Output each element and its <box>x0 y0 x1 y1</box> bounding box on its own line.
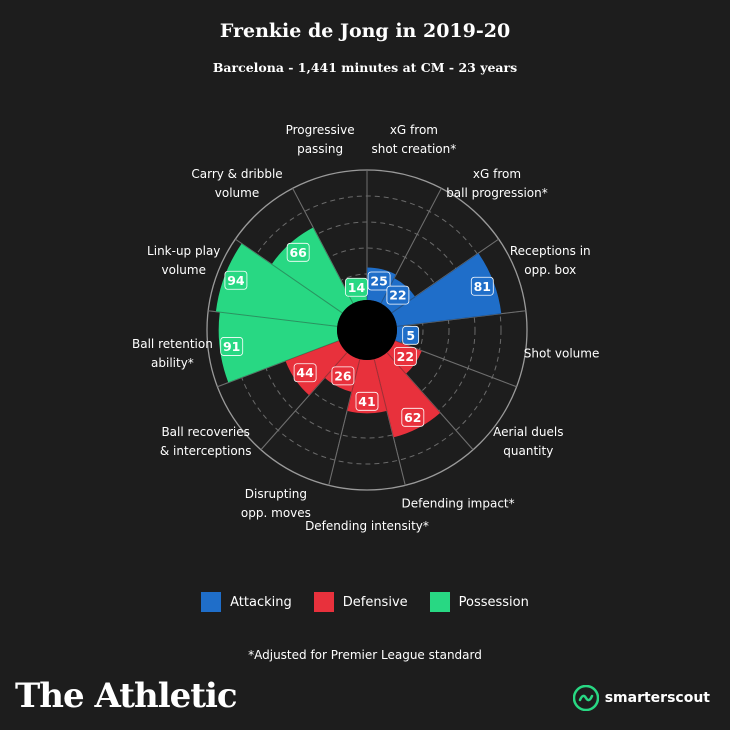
bar-separator <box>373 359 406 486</box>
chart-subtitle: Barcelona - 1,441 minutes at CM - 23 yea… <box>212 60 518 75</box>
value-badge-aerial-duels-quantity: 22 <box>393 347 417 366</box>
bar-separator <box>396 310 526 327</box>
radar-center <box>337 300 397 360</box>
category-label-defending-impact: Defending impact* <box>402 497 515 511</box>
bar-shot-volume <box>395 325 404 343</box>
value-label: 22 <box>397 349 414 364</box>
value-badge-receptions-in-opp-box: 81 <box>470 276 494 296</box>
category-label-defending-intensity: Defending intensity* <box>305 519 429 533</box>
value-label: 26 <box>334 368 352 383</box>
legend-swatch-possession <box>429 592 450 612</box>
category-label-ball-retention-ability: Ball retention ability* <box>132 337 213 370</box>
chart-legend: Attacking Defensive Possession <box>0 592 730 612</box>
value-label: 62 <box>404 410 421 425</box>
bar-separator <box>217 340 340 388</box>
bar-separator <box>380 188 442 304</box>
grid-spoke <box>396 310 526 327</box>
value-badge-ball-retention-ability: 91 <box>220 337 244 356</box>
legend-swatch-attacking <box>201 592 222 612</box>
the-athletic-logo: The Athletic <box>15 676 238 716</box>
bar-separator <box>292 188 354 304</box>
value-badge-link-up-play-volume: 94 <box>224 270 248 290</box>
bar-ball-retention-ability <box>218 312 339 383</box>
smarterscout-text: smarterscout <box>604 690 710 706</box>
grid-spoke <box>292 188 354 304</box>
legend-item-possession: Possession <box>429 592 529 612</box>
legend-label-possession: Possession <box>458 594 529 610</box>
value-label: 14 <box>348 280 366 295</box>
value-badge-ball-recoveries-interceptions: 44 <box>293 363 317 383</box>
value-label: 25 <box>370 273 387 288</box>
bar-separator <box>235 238 343 314</box>
value-badge-progressive-passing: 14 <box>345 277 368 297</box>
bar-separator <box>391 238 499 314</box>
value-badge-disrupting-opp-moves: 26 <box>331 366 355 386</box>
value-label: 91 <box>223 339 240 354</box>
bar-link-up-play-volume <box>215 243 343 327</box>
value-badge-defending-intensity: 41 <box>355 391 379 411</box>
category-label-link-up-play-volume: Link-up play volume <box>147 244 220 277</box>
value-badge-shot-volume: 5 <box>402 325 420 345</box>
category-label-shot-volume: Shot volume <box>524 347 600 361</box>
chart-title: Frenkie de Jong in 2019-20 <box>219 20 511 42</box>
footnote: *Adjusted for Premier League standard <box>248 648 482 662</box>
smarterscout-icon <box>572 685 599 711</box>
smarterscout-logo: smarterscout <box>572 685 710 711</box>
value-label: 5 <box>406 328 415 343</box>
bar-separator <box>208 310 338 327</box>
value-label: 81 <box>474 279 491 294</box>
value-label: 94 <box>227 273 245 288</box>
legend-item-defensive: Defensive <box>313 592 408 612</box>
category-label-progressive-passing: Progressive passing <box>286 123 355 156</box>
category-label-carry-dribble-volume: Carry & dribble volume <box>191 167 282 200</box>
value-badge-defending-impact: 62 <box>401 407 425 427</box>
category-label-ball-recoveries-interceptions: Ball recoveries & interceptions <box>160 425 252 458</box>
value-badge-xg-from-shot-creation: 25 <box>367 271 391 291</box>
legend-label-attacking: Attacking <box>230 594 292 610</box>
category-label-aerial-duels-quantity: Aerial duels quantity <box>493 425 563 458</box>
category-label-disrupting-opp-moves: Disrupting opp. moves <box>241 487 311 520</box>
legend-swatch-defensive <box>313 592 334 612</box>
value-label: 41 <box>358 394 375 409</box>
category-label-xg-from-shot-creation: xG from shot creation* <box>372 123 457 156</box>
bar-separator <box>328 359 361 486</box>
value-label: 22 <box>389 288 406 303</box>
bar-receptions-in-opp-box <box>391 253 502 327</box>
bar-separator <box>386 352 474 451</box>
value-badge-xg-from-ball-progression: 22 <box>386 285 410 305</box>
category-labels: xG from shot creation* xG from ball progres… <box>132 123 599 533</box>
legend-item-attacking: Attacking <box>201 592 292 612</box>
category-label-xg-from-ball-progression: xG from ball progression* <box>446 167 548 200</box>
value-label: 44 <box>296 365 314 380</box>
value-label: 66 <box>289 245 307 260</box>
category-label-receptions-in-opp-box: Receptions in opp. box <box>510 244 591 277</box>
value-badge-carry-dribble-volume: 66 <box>286 242 310 262</box>
legend-label-defensive: Defensive <box>342 594 408 610</box>
